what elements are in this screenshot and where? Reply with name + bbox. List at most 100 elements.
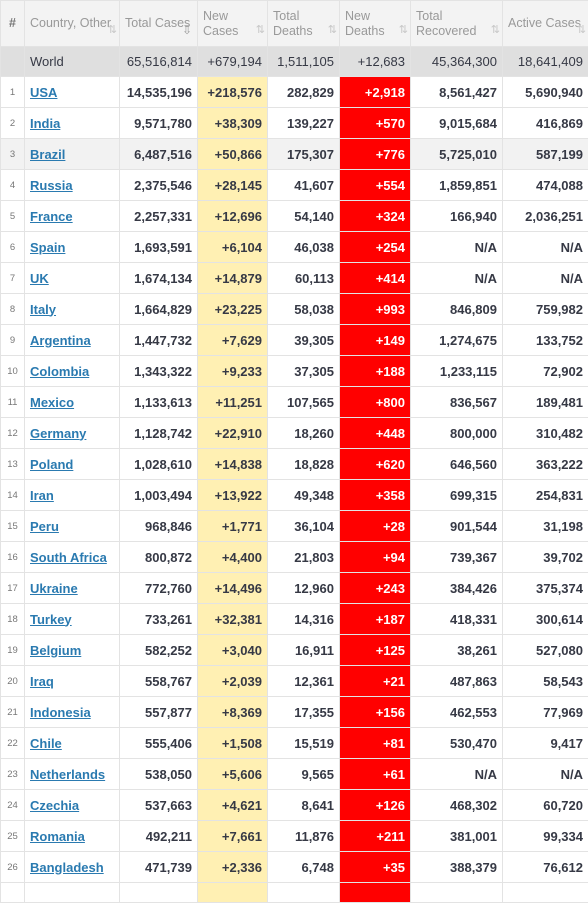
sort-icon[interactable]: ⇅ [399,23,405,38]
rank-cell: 20 [1,666,25,697]
country-cell: Brazil [25,139,120,170]
country-link[interactable]: Spain [30,240,65,255]
new-deaths-cell: +448 [340,418,411,449]
rank-cell: 24 [1,790,25,821]
total-deaths-cell: 36,104 [268,511,340,542]
column-header-country[interactable]: Country, Other⇅ [25,1,120,47]
country-link[interactable]: South Africa [30,550,107,565]
column-header-total-deaths[interactable]: Total Deaths⇅ [268,1,340,47]
country-link[interactable]: Germany [30,426,86,441]
new-deaths-cell: +414 [340,263,411,294]
country-link[interactable]: Italy [30,302,56,317]
country-link[interactable]: Brazil [30,147,65,162]
country-link[interactable]: Russia [30,178,73,193]
country-link[interactable]: Ukraine [30,581,78,596]
country-link[interactable]: Iraq [30,674,54,689]
active-cases-cell: 254,831 [503,480,588,511]
new-cases-cell: +4,621 [198,790,268,821]
country-cell: France [25,201,120,232]
rank-cell: 13 [1,449,25,480]
rank-cell: 8 [1,294,25,325]
column-header-total-recovered[interactable]: Total Recovered⇅ [411,1,503,47]
country-cell: Belgium [25,635,120,666]
column-header-active-cases[interactable]: Active Cases⇅ [503,1,588,47]
sort-icon[interactable]: ⇅ [256,23,262,38]
new-deaths-cell: +243 [340,573,411,604]
total-cases-cell: 582,252 [120,635,198,666]
total-deaths-cell: 16,911 [268,635,340,666]
total-cases-cell: 492,211 [120,821,198,852]
sort-icon[interactable]: ⇅ [108,23,114,38]
new-cases-cell: +38,309 [198,108,268,139]
new-cases-cell: +4,400 [198,542,268,573]
country-link[interactable]: Czechia [30,798,79,813]
sort-descending-icon[interactable]: ⇩ [182,23,192,38]
country-link[interactable]: Peru [30,519,59,534]
empty-cell [268,883,340,903]
country-link[interactable]: Argentina [30,333,91,348]
rank-cell: 12 [1,418,25,449]
active-cases-cell: N/A [503,759,588,790]
rank-cell: 22 [1,728,25,759]
new-deaths-cell: +620 [340,449,411,480]
new-cases-cell: +22,910 [198,418,268,449]
total-deaths-cell: 58,038 [268,294,340,325]
column-header-total-cases[interactable]: Total Cases⇩ [120,1,198,47]
country-link[interactable]: Colombia [30,364,89,379]
country-link[interactable]: Bangladesh [30,860,104,875]
column-header-new-deaths[interactable]: New Deaths⇅ [340,1,411,47]
rank-cell: 9 [1,325,25,356]
sort-icon[interactable]: ⇅ [328,23,334,38]
country-cell: Romania [25,821,120,852]
total-recovered-cell: 739,367 [411,542,503,573]
sort-icon[interactable]: ⇅ [491,23,497,38]
empty-cell [503,883,588,903]
rank-cell: 26 [1,852,25,883]
country-cell: Mexico [25,387,120,418]
country-link[interactable]: Iran [30,488,54,503]
country-cell: Germany [25,418,120,449]
country-link[interactable]: Belgium [30,643,81,658]
empty-cell [25,883,120,903]
total-recovered-cell: 388,379 [411,852,503,883]
country-cell: UK [25,263,120,294]
country-cell: Chile [25,728,120,759]
total-cases-cell: 733,261 [120,604,198,635]
total-recovered-cell: 1,274,675 [411,325,503,356]
active-cases-cell: 300,614 [503,604,588,635]
country-link[interactable]: Poland [30,457,73,472]
total-recovered-cell: 1,859,851 [411,170,503,201]
total-deaths-cell: 11,876 [268,821,340,852]
country-link[interactable]: Indonesia [30,705,91,720]
country-link[interactable]: Netherlands [30,767,105,782]
column-header-new-cases[interactable]: New Cases⇅ [198,1,268,47]
country-cell: USA [25,77,120,108]
country-link[interactable]: India [30,116,60,131]
country-link[interactable]: Romania [30,829,85,844]
total-recovered-cell: N/A [411,759,503,790]
country-link[interactable]: France [30,209,73,224]
sort-icon[interactable]: ⇅ [577,23,583,38]
country-link[interactable]: UK [30,271,49,286]
new-deaths-cell: +21 [340,666,411,697]
total-recovered-cell: 9,015,684 [411,108,503,139]
active-cases-cell: 72,902 [503,356,588,387]
country-link[interactable]: Turkey [30,612,72,627]
country-link[interactable]: Chile [30,736,62,751]
country-link[interactable]: USA [30,85,57,100]
new-deaths-cell: +324 [340,201,411,232]
country-cell: Netherlands [25,759,120,790]
country-link[interactable]: Mexico [30,395,74,410]
total-cases-cell: 2,257,331 [120,201,198,232]
total-recovered-cell: 462,553 [411,697,503,728]
